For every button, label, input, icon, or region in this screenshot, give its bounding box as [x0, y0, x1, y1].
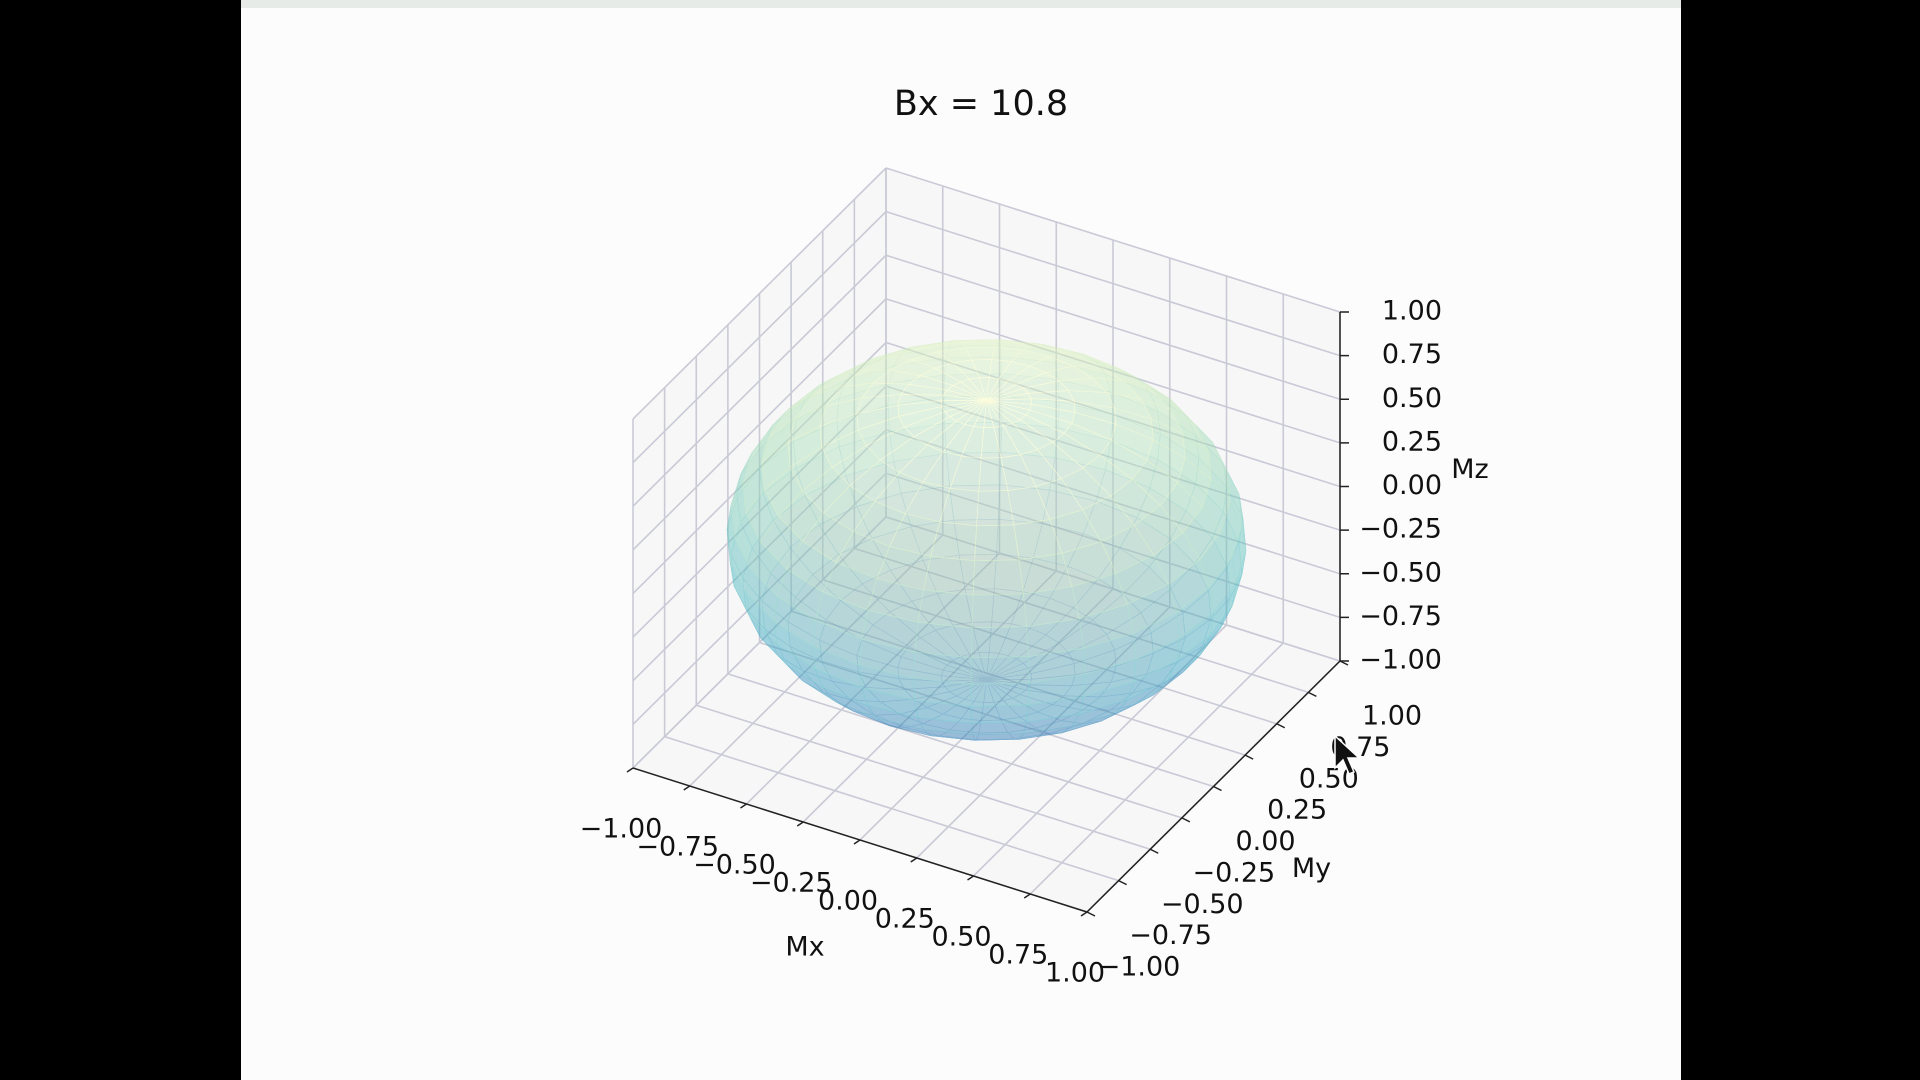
chart-title: Bx = 10.8 — [894, 84, 1068, 124]
tick-mark — [796, 821, 804, 827]
x-tick-label: −0.25 — [750, 868, 833, 899]
z-tick-label: 1.00 — [1382, 296, 1442, 327]
grid-line — [885, 385, 1341, 531]
top-border — [241, 0, 1681, 8]
grid-line — [632, 429, 887, 682]
z-tick-label: −0.25 — [1359, 514, 1442, 545]
surface-face — [923, 555, 975, 596]
z-axis-label: Mz — [1451, 454, 1488, 485]
tick-mark — [683, 785, 691, 791]
x-tick-label: 0.75 — [988, 940, 1048, 971]
z-tick-label: 0.00 — [1382, 470, 1442, 501]
tick-mark — [1181, 817, 1191, 823]
grid-line — [632, 472, 887, 725]
z-tick-label: 0.25 — [1382, 426, 1442, 457]
tick-mark — [910, 857, 918, 863]
y-tick-label: 0.00 — [1235, 826, 1295, 857]
tick-mark — [1308, 691, 1317, 698]
grid-line — [664, 735, 1119, 882]
z-tick-label: 0.75 — [1382, 339, 1442, 370]
tick-mark — [1023, 893, 1031, 899]
x-tick-label: −1.00 — [580, 814, 663, 845]
y-tick-label: 1.00 — [1362, 701, 1422, 732]
z-tick-label: −0.50 — [1359, 557, 1442, 588]
y-axis-label: My — [1292, 853, 1331, 884]
surface-face — [970, 626, 1029, 659]
tick-mark — [1213, 785, 1222, 792]
grid-line — [822, 578, 1277, 725]
x-tick-label: −0.50 — [693, 850, 776, 881]
grid-line — [632, 167, 887, 420]
tick-mark — [967, 875, 974, 881]
surface-face — [914, 621, 973, 659]
surface-face — [958, 339, 997, 348]
surface-face — [970, 682, 1030, 707]
grid-line — [885, 516, 1341, 662]
grid-line — [632, 211, 887, 464]
grid-line — [632, 385, 887, 638]
grid-line — [885, 210, 1341, 357]
surface-face — [971, 721, 1027, 736]
surface-face — [970, 656, 1030, 685]
tick-mark — [853, 839, 861, 845]
grid-line — [885, 428, 1341, 575]
y-tick-label: 0.25 — [1267, 795, 1327, 826]
surface-face — [974, 524, 1020, 562]
surface-face — [917, 589, 974, 629]
x-tick-label: −0.75 — [636, 832, 719, 863]
grid-line — [632, 516, 887, 769]
grid-line — [632, 298, 887, 551]
x-axis-label: Mx — [785, 932, 824, 963]
tick-mark — [1149, 848, 1159, 854]
tick-mark — [1244, 754, 1254, 760]
grid-line — [759, 641, 1214, 788]
grid-line — [696, 704, 1151, 851]
y-tick-label: −0.25 — [1193, 857, 1276, 888]
plot-area: −1.00−0.75−0.50−0.250.000.250.500.751.00… — [580, 167, 1489, 989]
tick-mark — [1276, 723, 1286, 729]
x-tick-label: 0.00 — [818, 886, 878, 917]
z-tick-label: −1.00 — [1359, 645, 1442, 676]
y-tick-label: −0.50 — [1161, 889, 1244, 920]
grid-line — [727, 673, 1183, 819]
z-tick-label: −0.75 — [1359, 601, 1442, 632]
tick-mark — [740, 803, 747, 809]
grid-line — [885, 167, 1341, 313]
surface — [726, 339, 1247, 741]
grid-line — [854, 547, 1309, 694]
y-tick-label: −1.00 — [1098, 952, 1181, 983]
mouse-cursor — [1334, 734, 1361, 775]
tick-mark — [1080, 911, 1088, 917]
tick-mark — [1118, 879, 1127, 886]
x-tick-label: 1.00 — [1045, 958, 1105, 989]
tick-mark — [1086, 911, 1096, 917]
surface-face — [971, 593, 1027, 629]
y-tick-label: −0.75 — [1129, 920, 1212, 951]
surface-face — [970, 704, 1029, 724]
z-tick-label: 0.50 — [1382, 383, 1442, 414]
x-tick-label: 0.50 — [931, 922, 991, 953]
grid-line — [885, 254, 1341, 401]
surface-face — [976, 490, 1015, 527]
grid-line — [632, 254, 887, 507]
grid-line — [885, 298, 1341, 444]
x-tick-label: 0.25 — [875, 904, 935, 935]
surface-face — [972, 559, 1024, 596]
tick-mark — [626, 767, 634, 773]
